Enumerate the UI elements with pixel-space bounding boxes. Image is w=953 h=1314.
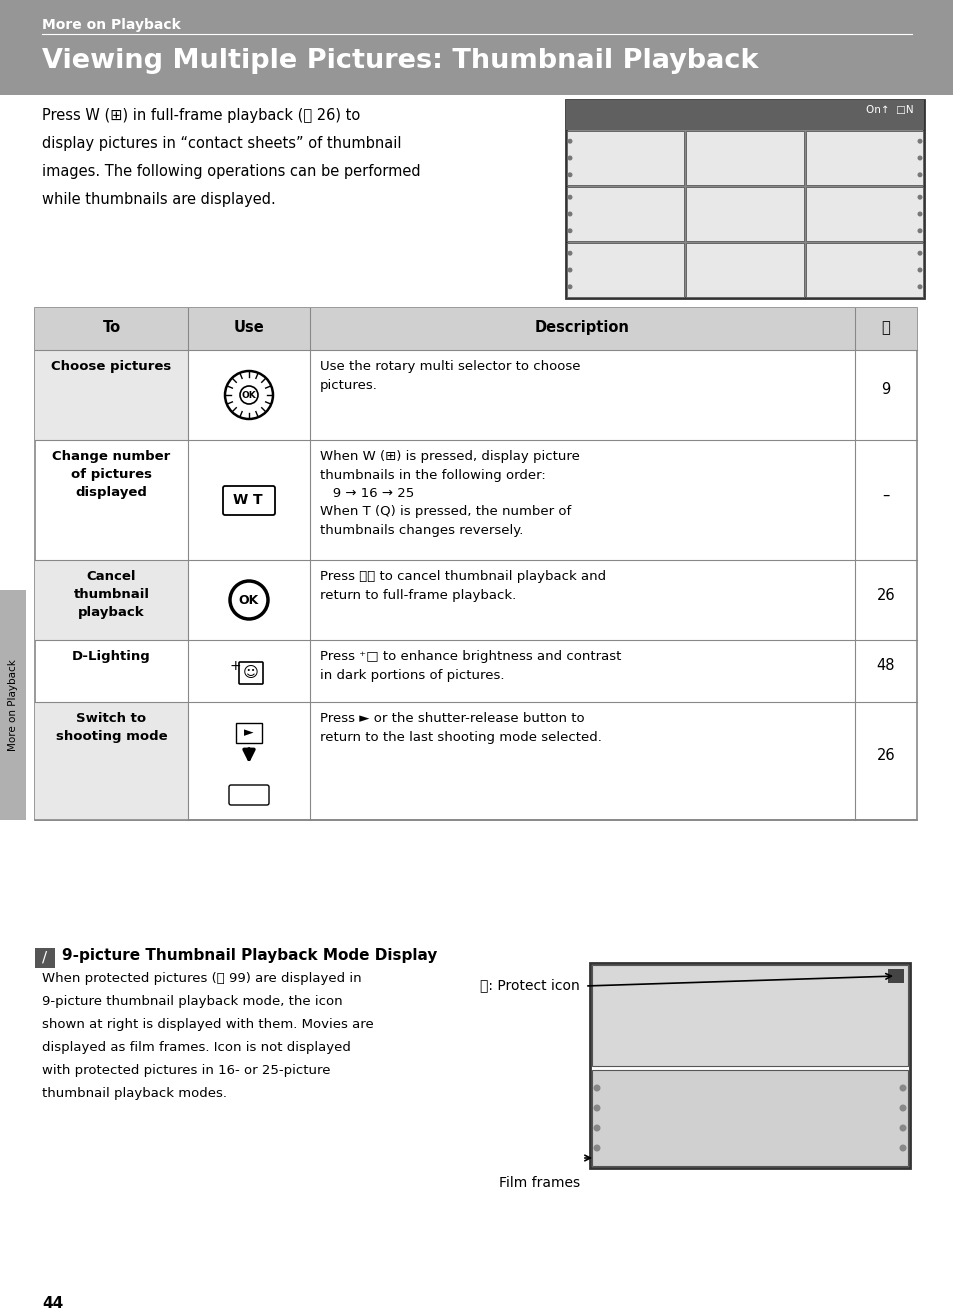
Bar bbox=[0, 590, 26, 820]
Circle shape bbox=[567, 139, 572, 143]
FancyBboxPatch shape bbox=[239, 662, 263, 685]
Circle shape bbox=[917, 229, 922, 234]
Text: Press ⁺□ to enhance brightness and contrast
in dark portions of pictures.: Press ⁺□ to enhance brightness and contr… bbox=[319, 650, 620, 682]
Bar bbox=[685, 243, 802, 297]
Circle shape bbox=[899, 1105, 905, 1112]
Circle shape bbox=[593, 1105, 599, 1112]
Circle shape bbox=[567, 172, 572, 177]
Bar bbox=[35, 307, 916, 350]
Text: More on Playback: More on Playback bbox=[42, 18, 180, 32]
Circle shape bbox=[593, 1084, 599, 1092]
Bar bbox=[565, 100, 923, 130]
Text: images. The following operations can be performed: images. The following operations can be … bbox=[42, 164, 420, 179]
Circle shape bbox=[593, 1125, 599, 1131]
Bar bbox=[887, 968, 903, 983]
Bar bbox=[566, 243, 683, 297]
Text: When W (⊞) is pressed, display picture
thumbnails in the following order:
   9 →: When W (⊞) is pressed, display picture t… bbox=[319, 449, 579, 537]
Text: OK: OK bbox=[241, 390, 256, 399]
Circle shape bbox=[917, 212, 922, 217]
Text: while thumbnails are displayed.: while thumbnails are displayed. bbox=[42, 192, 275, 208]
Circle shape bbox=[917, 172, 922, 177]
Text: More on Playback: More on Playback bbox=[8, 660, 18, 750]
Text: 44: 44 bbox=[42, 1296, 63, 1311]
Bar bbox=[685, 187, 802, 240]
Bar bbox=[35, 307, 916, 820]
Text: +: + bbox=[229, 660, 240, 673]
Bar bbox=[566, 131, 683, 185]
Text: –: – bbox=[882, 487, 889, 502]
Text: When protected pictures (Ⓧ 99) are displayed in: When protected pictures (Ⓧ 99) are displ… bbox=[42, 972, 361, 986]
Circle shape bbox=[917, 251, 922, 256]
Text: Film frames: Film frames bbox=[498, 1176, 579, 1190]
Text: 48: 48 bbox=[876, 658, 894, 674]
Text: Use the rotary multi selector to choose
pictures.: Use the rotary multi selector to choose … bbox=[319, 360, 579, 392]
Bar bbox=[685, 131, 802, 185]
Text: Press W (⊞) in full-frame playback (Ⓧ 26) to: Press W (⊞) in full-frame playback (Ⓧ 26… bbox=[42, 108, 360, 124]
Circle shape bbox=[917, 284, 922, 289]
Text: D-Lighting: D-Lighting bbox=[72, 650, 151, 664]
Text: displayed as film frames. Icon is not displayed: displayed as film frames. Icon is not di… bbox=[42, 1041, 351, 1054]
FancyBboxPatch shape bbox=[235, 723, 262, 742]
Circle shape bbox=[917, 155, 922, 160]
Text: Ⓧ: Ⓧ bbox=[881, 321, 889, 335]
Text: Choose pictures: Choose pictures bbox=[51, 360, 172, 373]
Text: with protected pictures in 16- or 25-picture: with protected pictures in 16- or 25-pic… bbox=[42, 1064, 330, 1077]
Text: 26: 26 bbox=[876, 587, 894, 603]
Circle shape bbox=[917, 139, 922, 143]
Text: 9: 9 bbox=[881, 382, 890, 398]
Circle shape bbox=[567, 229, 572, 234]
Bar bbox=[565, 100, 923, 298]
Text: Press ⓈⓀ to cancel thumbnail playback and
return to full-frame playback.: Press ⓈⓀ to cancel thumbnail playback an… bbox=[319, 570, 605, 602]
Text: OK: OK bbox=[238, 594, 259, 607]
Text: ⒨: Protect icon: ⒨: Protect icon bbox=[479, 978, 579, 992]
Circle shape bbox=[593, 1144, 599, 1151]
Circle shape bbox=[567, 251, 572, 256]
Circle shape bbox=[567, 284, 572, 289]
Bar bbox=[0, 0, 953, 95]
Text: To: To bbox=[102, 321, 120, 335]
Circle shape bbox=[899, 1084, 905, 1092]
FancyBboxPatch shape bbox=[223, 486, 274, 515]
Text: Change number
of pictures
displayed: Change number of pictures displayed bbox=[52, 449, 171, 499]
Text: 9-picture Thumbnail Playback Mode Display: 9-picture Thumbnail Playback Mode Displa… bbox=[62, 947, 436, 963]
Text: Use: Use bbox=[233, 321, 264, 335]
Text: Cancel
thumbnail
playback: Cancel thumbnail playback bbox=[73, 570, 150, 619]
Bar bbox=[592, 964, 907, 1066]
Text: display pictures in “contact sheets” of thumbnail: display pictures in “contact sheets” of … bbox=[42, 137, 401, 151]
Text: W: W bbox=[233, 493, 248, 507]
Bar bbox=[35, 947, 55, 968]
Bar bbox=[566, 187, 683, 240]
Text: On↑  □N: On↑ □N bbox=[865, 105, 913, 116]
Bar bbox=[805, 131, 923, 185]
FancyBboxPatch shape bbox=[229, 784, 269, 805]
Circle shape bbox=[899, 1125, 905, 1131]
Text: Press ► or the shutter-release button to
return to the last shooting mode select: Press ► or the shutter-release button to… bbox=[319, 712, 601, 744]
Bar bbox=[589, 963, 909, 1168]
Text: shown at right is displayed with them. Movies are: shown at right is displayed with them. M… bbox=[42, 1018, 374, 1031]
Circle shape bbox=[567, 155, 572, 160]
Text: ☺: ☺ bbox=[243, 665, 258, 681]
Text: T: T bbox=[253, 493, 262, 507]
Circle shape bbox=[899, 1144, 905, 1151]
Text: 9-picture thumbnail playback mode, the icon: 9-picture thumbnail playback mode, the i… bbox=[42, 995, 342, 1008]
Circle shape bbox=[567, 268, 572, 272]
Circle shape bbox=[917, 194, 922, 200]
Text: Description: Description bbox=[535, 321, 629, 335]
Text: 26: 26 bbox=[876, 749, 894, 763]
Circle shape bbox=[567, 212, 572, 217]
Bar bbox=[592, 1070, 907, 1166]
Circle shape bbox=[917, 268, 922, 272]
Bar bbox=[805, 187, 923, 240]
Text: thumbnail playback modes.: thumbnail playback modes. bbox=[42, 1087, 227, 1100]
Text: ∕: ∕ bbox=[42, 950, 48, 966]
Bar bbox=[805, 243, 923, 297]
Circle shape bbox=[567, 194, 572, 200]
Text: Switch to
shooting mode: Switch to shooting mode bbox=[55, 712, 167, 742]
Bar bbox=[35, 560, 188, 640]
Bar bbox=[35, 702, 188, 820]
Bar bbox=[35, 350, 188, 440]
Text: ►: ► bbox=[244, 727, 253, 740]
Text: Viewing Multiple Pictures: Thumbnail Playback: Viewing Multiple Pictures: Thumbnail Pla… bbox=[42, 49, 758, 74]
